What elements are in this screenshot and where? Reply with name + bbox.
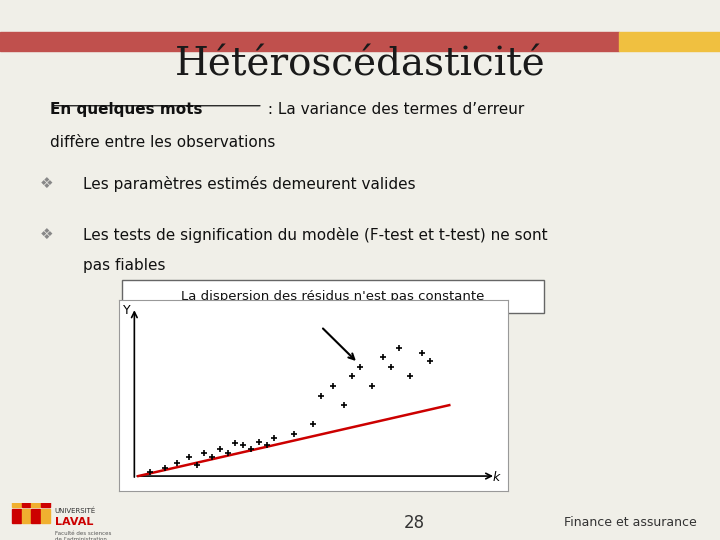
Text: ❖: ❖: [40, 227, 53, 242]
Bar: [22, 509, 30, 523]
Bar: [12, 509, 21, 523]
Bar: [41, 509, 50, 523]
Text: LAVAL: LAVAL: [55, 517, 93, 528]
Bar: [12, 494, 21, 508]
Text: Y: Y: [122, 303, 130, 316]
Bar: [32, 509, 40, 523]
Text: Les paramètres estimés demeurent valides: Les paramètres estimés demeurent valides: [83, 176, 415, 192]
Text: Finance et assurance: Finance et assurance: [564, 516, 696, 530]
Text: UNIVERSITÉ: UNIVERSITÉ: [55, 508, 96, 514]
FancyBboxPatch shape: [122, 280, 544, 313]
Text: En quelques mots: En quelques mots: [50, 102, 203, 117]
Text: Les tests de signification du modèle (F-test et t-test) ne sont: Les tests de signification du modèle (F-…: [83, 227, 547, 243]
Text: : La variance des termes d’erreur: : La variance des termes d’erreur: [263, 102, 524, 117]
Bar: [22, 494, 30, 508]
Text: pas fiables: pas fiables: [83, 258, 166, 273]
Bar: [619, 32, 720, 51]
Text: Faculté des sciences
de l'administration: Faculté des sciences de l'administration: [55, 531, 111, 540]
Text: diffère entre les observations: diffère entre les observations: [50, 135, 276, 150]
Text: k: k: [492, 471, 500, 484]
Bar: [41, 494, 50, 508]
Text: ❖: ❖: [40, 176, 53, 191]
Text: Hétéroscédasticité: Hétéroscédasticité: [175, 46, 545, 83]
Text: La dispersion des résidus n'est pas constante: La dispersion des résidus n'est pas cons…: [181, 290, 485, 303]
Bar: [0, 32, 619, 51]
Bar: [32, 494, 40, 508]
Text: 28: 28: [403, 514, 425, 532]
